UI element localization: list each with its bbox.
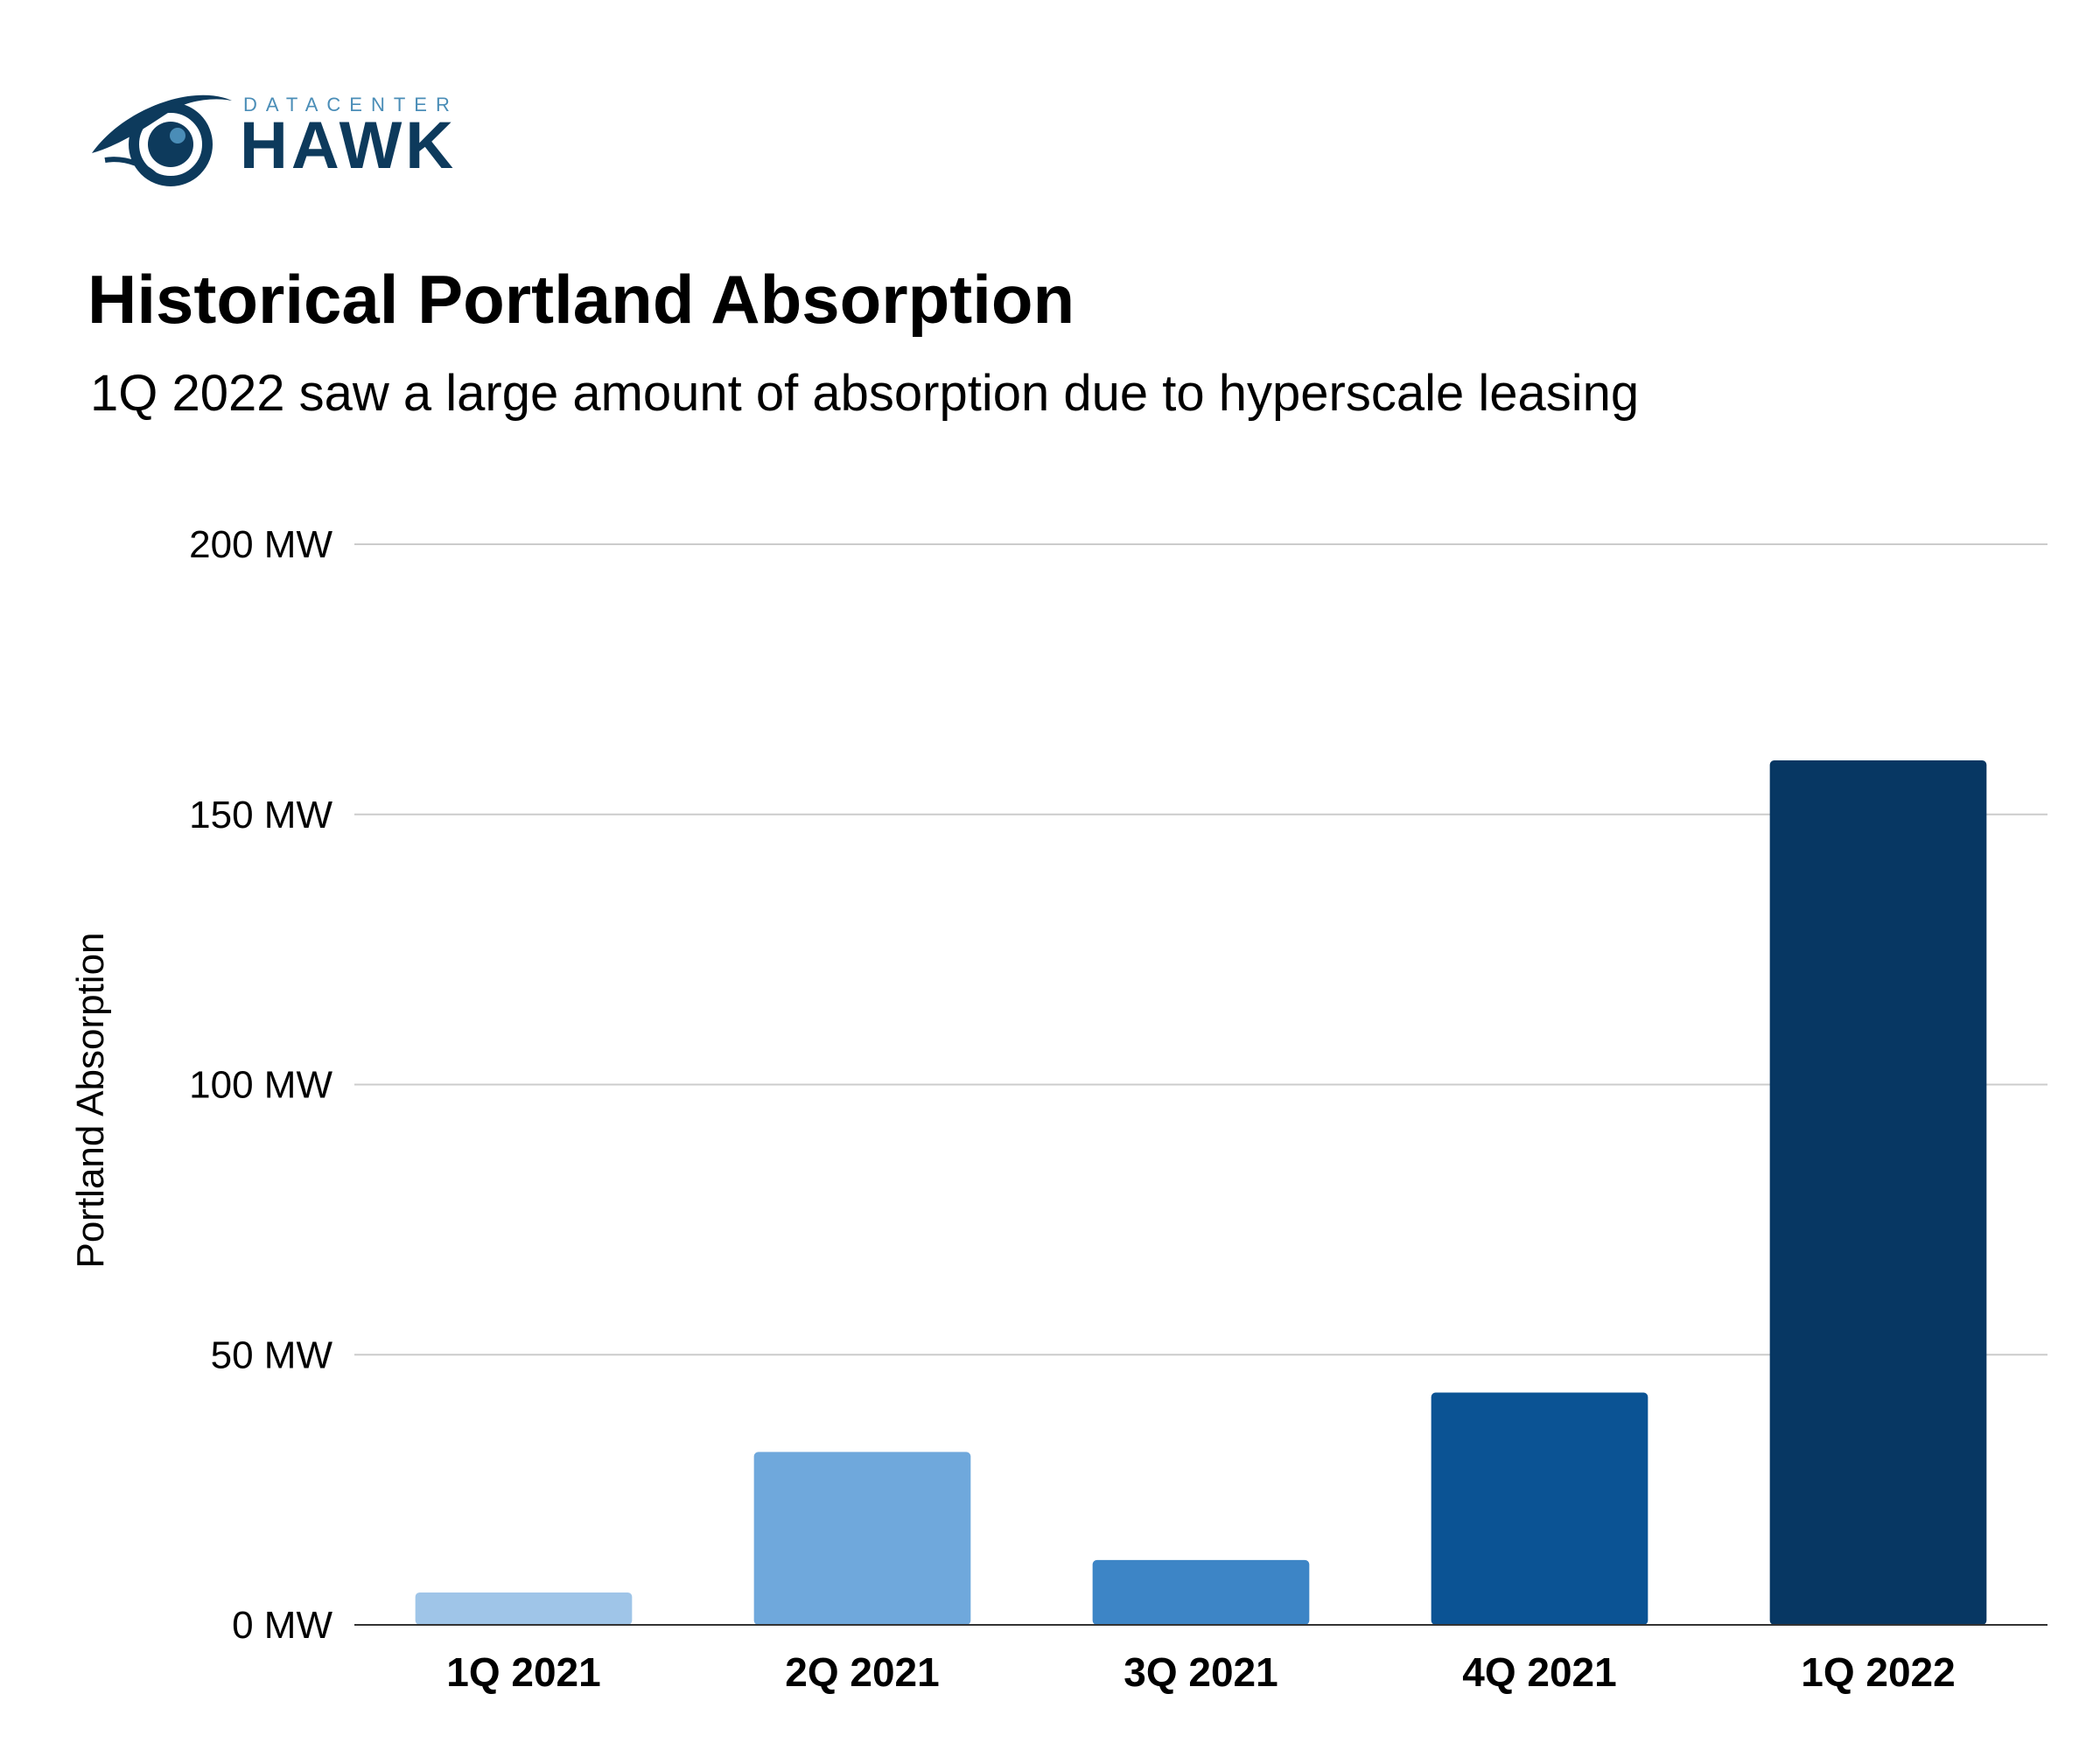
bars bbox=[415, 760, 1987, 1625]
axes: 0 MW 50 MW 100 MW 150 MW 200 MW 1Q 2021 2Q 202… bbox=[189, 523, 2048, 1695]
bar bbox=[1769, 760, 1987, 1625]
bar bbox=[1092, 1559, 1310, 1625]
brand-main-text: HAWK bbox=[240, 108, 458, 183]
x-tick-label: 4Q 2021 bbox=[1462, 1649, 1616, 1695]
hawk-eye-icon bbox=[92, 94, 232, 186]
y-axis-title: Portland Absorption bbox=[69, 932, 112, 1268]
x-tick-label: 1Q 2022 bbox=[1801, 1649, 1955, 1695]
bar bbox=[415, 1592, 633, 1625]
y-tick-label: 200 MW bbox=[189, 523, 332, 566]
y-tick-label: 50 MW bbox=[211, 1334, 333, 1376]
y-tick-label: 150 MW bbox=[189, 794, 332, 836]
y-tick-label: 100 MW bbox=[189, 1064, 332, 1107]
bar bbox=[753, 1452, 971, 1625]
chart-subtitle: 1Q 2022 saw a large amount of absorption… bbox=[90, 365, 1640, 422]
chart-title: Historical Portland Absorption bbox=[88, 261, 1075, 338]
x-tick-label: 3Q 2021 bbox=[1124, 1649, 1278, 1695]
brand-top-text: DATACENTER bbox=[243, 94, 458, 116]
x-tick-label: 2Q 2021 bbox=[785, 1649, 939, 1695]
y-tick-label: 0 MW bbox=[232, 1604, 332, 1647]
brand-logo: DATACENTER HAWK bbox=[88, 83, 490, 188]
gridlines bbox=[354, 543, 2048, 1356]
bar bbox=[1431, 1392, 1648, 1625]
x-tick-label: 1Q 2021 bbox=[446, 1649, 600, 1695]
